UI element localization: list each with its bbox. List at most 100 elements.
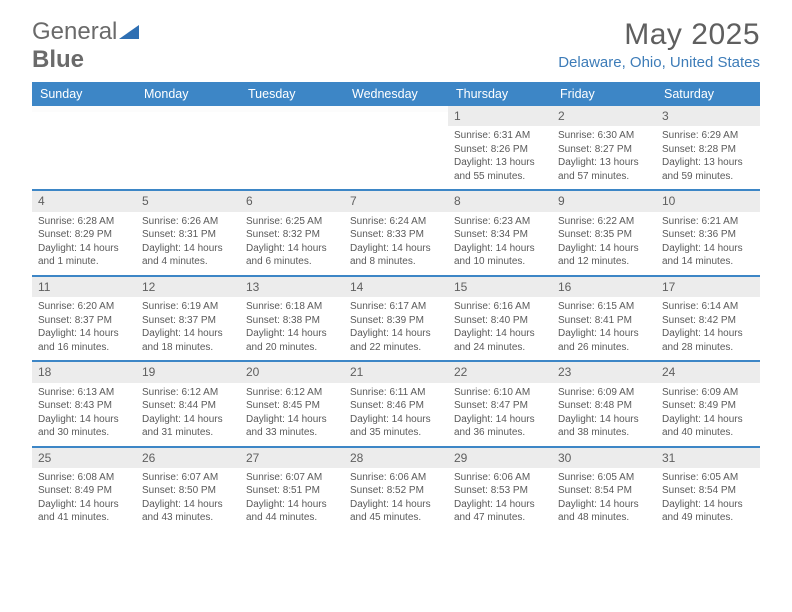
day-number: 10 [656,191,760,211]
sunset-text: Sunset: 8:36 PM [662,228,754,242]
day-detail: Sunrise: 6:22 AMSunset: 8:35 PMDaylight:… [552,212,656,275]
day-header: Monday [136,82,240,106]
calendar-cell: 28Sunrise: 6:06 AMSunset: 8:52 PMDayligh… [344,448,448,531]
day-number: 5 [136,191,240,211]
day-number: 16 [552,277,656,297]
sunset-text: Sunset: 8:52 PM [350,484,442,498]
day-number: 30 [552,448,656,468]
daylight-text: Daylight: 14 hours and 38 minutes. [558,413,650,440]
calendar-cell: 27Sunrise: 6:07 AMSunset: 8:51 PMDayligh… [240,448,344,531]
daylight-text: Daylight: 14 hours and 48 minutes. [558,498,650,525]
day-header: Saturday [656,82,760,106]
daylight-text: Daylight: 14 hours and 31 minutes. [142,413,234,440]
calendar-cell: 11Sunrise: 6:20 AMSunset: 8:37 PMDayligh… [32,277,136,360]
calendar-cell: 17Sunrise: 6:14 AMSunset: 8:42 PMDayligh… [656,277,760,360]
calendar-cell: 22Sunrise: 6:10 AMSunset: 8:47 PMDayligh… [448,362,552,445]
sunrise-text: Sunrise: 6:09 AM [558,386,650,400]
sunrise-text: Sunrise: 6:30 AM [558,129,650,143]
sunrise-text: Sunrise: 6:14 AM [662,300,754,314]
calendar-cell: 30Sunrise: 6:05 AMSunset: 8:54 PMDayligh… [552,448,656,531]
sunrise-text: Sunrise: 6:28 AM [38,215,130,229]
calendar-week: 25Sunrise: 6:08 AMSunset: 8:49 PMDayligh… [32,448,760,531]
daylight-text: Daylight: 13 hours and 55 minutes. [454,156,546,183]
sunset-text: Sunset: 8:45 PM [246,399,338,413]
sunrise-text: Sunrise: 6:17 AM [350,300,442,314]
sunrise-text: Sunrise: 6:10 AM [454,386,546,400]
page-header: GeneralBlue May 2025 Delaware, Ohio, Uni… [32,18,760,74]
calendar-cell: 1Sunrise: 6:31 AMSunset: 8:26 PMDaylight… [448,106,552,189]
sunrise-text: Sunrise: 6:25 AM [246,215,338,229]
calendar-cell: 2Sunrise: 6:30 AMSunset: 8:27 PMDaylight… [552,106,656,189]
daylight-text: Daylight: 14 hours and 8 minutes. [350,242,442,269]
sunset-text: Sunset: 8:43 PM [38,399,130,413]
sunrise-text: Sunrise: 6:06 AM [454,471,546,485]
day-detail: Sunrise: 6:09 AMSunset: 8:49 PMDaylight:… [656,383,760,446]
day-number: 26 [136,448,240,468]
day-number: 29 [448,448,552,468]
sunset-text: Sunset: 8:37 PM [38,314,130,328]
calendar-cell: 26Sunrise: 6:07 AMSunset: 8:50 PMDayligh… [136,448,240,531]
sunrise-text: Sunrise: 6:20 AM [38,300,130,314]
day-number: 4 [32,191,136,211]
day-detail: Sunrise: 6:06 AMSunset: 8:53 PMDaylight:… [448,468,552,531]
month-title: May 2025 [558,18,760,52]
day-detail: Sunrise: 6:24 AMSunset: 8:33 PMDaylight:… [344,212,448,275]
day-number: 3 [656,106,760,126]
day-number: 9 [552,191,656,211]
day-detail: Sunrise: 6:18 AMSunset: 8:38 PMDaylight:… [240,297,344,360]
calendar-cell: 9Sunrise: 6:22 AMSunset: 8:35 PMDaylight… [552,191,656,274]
daylight-text: Daylight: 14 hours and 36 minutes. [454,413,546,440]
sunset-text: Sunset: 8:29 PM [38,228,130,242]
day-detail: Sunrise: 6:12 AMSunset: 8:45 PMDaylight:… [240,383,344,446]
day-detail: Sunrise: 6:16 AMSunset: 8:40 PMDaylight:… [448,297,552,360]
daylight-text: Daylight: 14 hours and 47 minutes. [454,498,546,525]
day-number: 15 [448,277,552,297]
daylight-text: Daylight: 14 hours and 20 minutes. [246,327,338,354]
calendar-grid: Sunday Monday Tuesday Wednesday Thursday… [32,82,760,531]
calendar-week: 4 Sunrise: 6:28 AMSunset: 8:29 PM Daylight… [32,191,760,276]
day-header: Sunday [32,82,136,106]
day-number: 2 [552,106,656,126]
calendar-cell: 3Sunrise: 6:29 AMSunset: 8:28 PMDaylight… [656,106,760,189]
sunset-text: Sunset: 8:53 PM [454,484,546,498]
title-block: May 2025 Delaware, Ohio, United States [558,18,760,71]
sunset-text: Sunset: 8:40 PM [454,314,546,328]
daylight-text: Daylight: 14 hours and 41 minutes. [38,498,130,525]
daylight-text: Daylight: 14 hours and 10 minutes. [454,242,546,269]
day-number: 31 [656,448,760,468]
day-number: 23 [552,362,656,382]
sunset-text: Sunset: 8:38 PM [246,314,338,328]
weeks-container: 1Sunrise: 6:31 AMSunset: 8:26 PMDaylight… [32,106,760,531]
sunrise-text: Sunrise: 6:21 AM [662,215,754,229]
daylight-text: Daylight: 14 hours and 45 minutes. [350,498,442,525]
location-text: Delaware, Ohio, United States [558,54,760,71]
day-detail: Sunrise: 6:10 AMSunset: 8:47 PMDaylight:… [448,383,552,446]
day-detail: Sunrise: 6:13 AMSunset: 8:43 PMDaylight:… [32,383,136,446]
day-detail: Sunrise: 6:29 AMSunset: 8:28 PMDaylight:… [656,126,760,189]
day-detail [32,112,136,121]
sunset-text: Sunset: 8:39 PM [350,314,442,328]
day-detail: Sunrise: 6:07 AMSunset: 8:51 PMDaylight:… [240,468,344,531]
daylight-text: Daylight: 14 hours and 18 minutes. [142,327,234,354]
sunset-text: Sunset: 8:54 PM [662,484,754,498]
sunset-text: Sunset: 8:26 PM [454,143,546,157]
day-number: 21 [344,362,448,382]
day-detail: Sunrise: 6:17 AMSunset: 8:39 PMDaylight:… [344,297,448,360]
daylight-text: Daylight: 14 hours and 28 minutes. [662,327,754,354]
daylight-text: Daylight: 14 hours and 33 minutes. [246,413,338,440]
calendar-cell: 16Sunrise: 6:15 AMSunset: 8:41 PMDayligh… [552,277,656,360]
daylight-text: Daylight: 13 hours and 57 minutes. [558,156,650,183]
sunset-text: Sunset: 8:33 PM [350,228,442,242]
calendar-page: GeneralBlue May 2025 Delaware, Ohio, Uni… [0,0,792,549]
brand-part2: Blue [32,46,84,73]
day-header: Friday [552,82,656,106]
daylight-text: Daylight: 14 hours and 14 minutes. [662,242,754,269]
day-detail [344,112,448,121]
daylight-text: Daylight: 14 hours and 40 minutes. [662,413,754,440]
calendar-week: 18Sunrise: 6:13 AMSunset: 8:43 PMDayligh… [32,362,760,447]
daylight-text: Daylight: 14 hours and 26 minutes. [558,327,650,354]
daylight-text: Daylight: 14 hours and 4 minutes. [142,242,234,269]
day-detail: Sunrise: 6:06 AMSunset: 8:52 PMDaylight:… [344,468,448,531]
calendar-cell: 14Sunrise: 6:17 AMSunset: 8:39 PMDayligh… [344,277,448,360]
day-detail: Sunrise: 6:21 AMSunset: 8:36 PMDaylight:… [656,212,760,275]
